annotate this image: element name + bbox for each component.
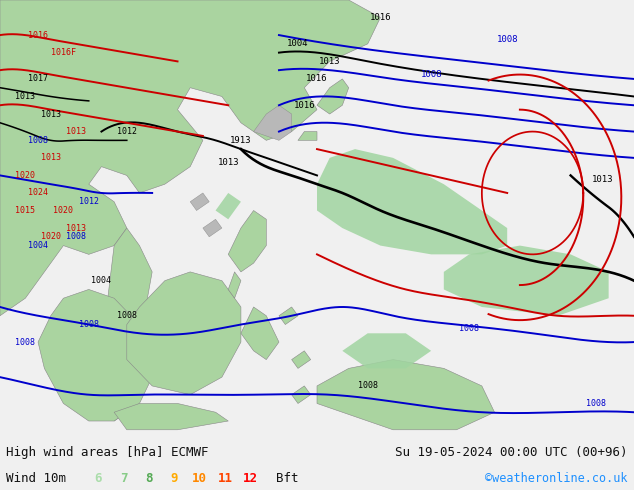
Text: Su 19-05-2024 00:00 UTC (00+96): Su 19-05-2024 00:00 UTC (00+96) [395,446,628,460]
Text: 1004: 1004 [91,276,112,285]
Text: 1016F: 1016F [51,48,76,57]
Text: 1008: 1008 [79,320,99,329]
Text: 1004: 1004 [28,241,48,250]
Text: 1016: 1016 [294,101,315,110]
Text: 1020: 1020 [41,232,61,241]
Text: 7: 7 [120,472,127,485]
Text: 1012: 1012 [79,197,99,206]
Text: ©weatheronline.co.uk: ©weatheronline.co.uk [485,472,628,485]
Text: 9: 9 [171,472,178,485]
Text: 1008: 1008 [358,381,378,391]
Text: 12: 12 [243,472,258,485]
Text: 1008: 1008 [586,399,606,408]
Text: 1013: 1013 [592,175,613,184]
Text: 1020: 1020 [53,206,74,215]
Text: 1913: 1913 [230,136,252,145]
Text: 1012: 1012 [117,127,137,136]
Text: 1016: 1016 [370,13,391,22]
Text: 1013: 1013 [66,223,86,233]
Text: 1015: 1015 [15,206,36,215]
Text: 1024: 1024 [28,189,48,197]
Text: 1013: 1013 [15,92,36,101]
Text: 6: 6 [94,472,102,485]
Text: 8: 8 [145,472,153,485]
Text: 1013: 1013 [66,127,86,136]
Text: 1013: 1013 [319,57,340,66]
Text: 1013: 1013 [41,110,61,119]
Text: High wind areas [hPa] ECMWF: High wind areas [hPa] ECMWF [6,446,209,460]
Text: 11: 11 [217,472,233,485]
Text: 1008: 1008 [66,232,86,241]
Text: 1004: 1004 [287,39,309,49]
Text: 1013: 1013 [217,158,239,167]
Text: 1020: 1020 [15,171,36,180]
Text: 1008: 1008 [459,324,479,333]
Text: 1016: 1016 [28,30,48,40]
Text: 1008: 1008 [496,35,518,44]
Text: 1013: 1013 [41,153,61,162]
Text: 1016: 1016 [306,74,328,83]
Text: 1008: 1008 [28,136,48,145]
Text: Bft: Bft [276,472,298,485]
Text: Wind 10m: Wind 10m [6,472,67,485]
Text: 1017: 1017 [28,74,48,83]
Text: 10: 10 [192,472,207,485]
Text: 1008: 1008 [420,70,442,79]
Text: 1008: 1008 [15,338,36,346]
Text: 1008: 1008 [117,311,137,320]
